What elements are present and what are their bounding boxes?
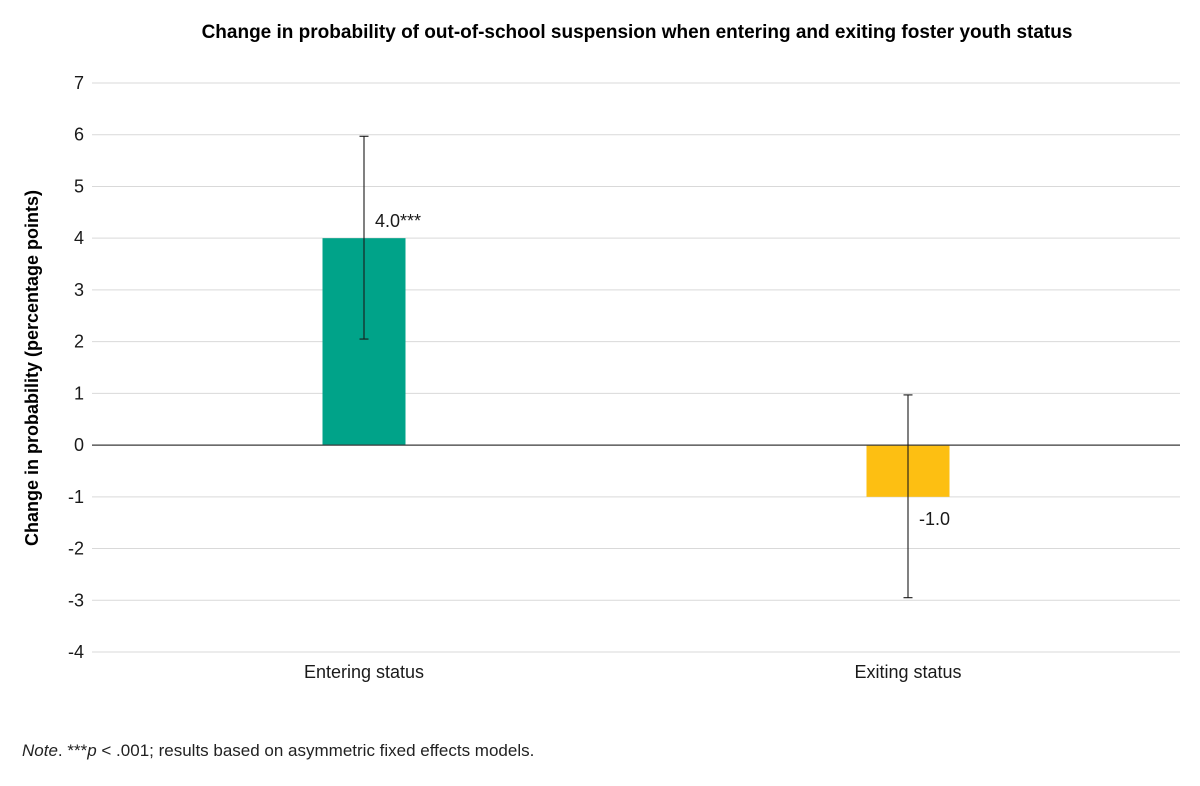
y-tick-label: 0	[74, 435, 84, 455]
error-bar	[903, 394, 913, 599]
x-tick-label: Entering status	[304, 662, 424, 682]
note-stars: . ***	[57, 741, 88, 760]
y-tick-label: -4	[68, 642, 84, 662]
y-tick-label: 6	[74, 125, 84, 145]
y-tick-label: 1	[74, 383, 84, 403]
x-tick-label: Exiting status	[854, 662, 961, 682]
chart-note: Note. ***p < .001; results based on asym…	[22, 741, 534, 761]
y-tick-label: 4	[74, 228, 84, 248]
data-label: -1.0	[919, 509, 950, 529]
note-rest: < .001; results based on asymmetric fixe…	[96, 741, 535, 760]
note-p: p	[87, 741, 97, 760]
y-tick-label: -3	[68, 590, 84, 610]
chart-title: Change in probability of out-of-school s…	[202, 22, 1073, 43]
error-bar	[359, 135, 369, 340]
y-tick-label: 3	[74, 280, 84, 300]
x-axis-ticks: Entering status Exiting status	[304, 662, 962, 682]
error-bars	[359, 135, 913, 599]
y-axis-label: Change in probability (percentage points…	[22, 190, 42, 546]
data-label: 4.0***	[375, 211, 421, 231]
y-tick-label: -1	[68, 487, 84, 507]
y-tick-label: 7	[74, 73, 84, 93]
note-prefix: Note	[22, 741, 58, 760]
data-labels: 4.0*** -1.0	[375, 211, 950, 529]
gridlines	[92, 82, 1180, 653]
y-tick-label: 2	[74, 332, 84, 352]
y-tick-label: -2	[68, 539, 84, 559]
y-tick-label: 5	[74, 176, 84, 196]
y-axis-ticks: 7 6 5 4 3 2 1 0 -1 -2 -3 -4	[68, 73, 84, 662]
bars	[322, 238, 950, 497]
